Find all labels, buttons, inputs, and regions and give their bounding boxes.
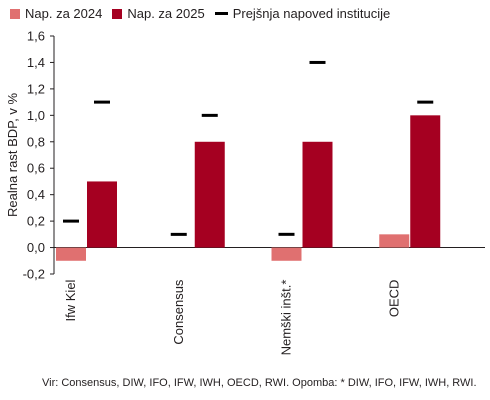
y-tick-label: 0,6 [27, 161, 45, 176]
y-tick-label: 0,8 [27, 134, 45, 149]
y-tick-label: 1,2 [27, 81, 45, 96]
legend-swatch-2025 [112, 8, 123, 19]
y-tick-label: 0,0 [27, 240, 45, 255]
y-tick-label: 1,6 [27, 29, 45, 44]
y-tick-label: 0,4 [27, 187, 45, 202]
legend-item-previous: Prejšnja napoved institucije [214, 6, 391, 21]
bar-2024 [379, 234, 410, 248]
y-tick-label: 0,2 [27, 214, 45, 229]
y-tick-label: -0,2 [23, 267, 45, 282]
category-label: OECD [386, 280, 401, 318]
bar-2024 [56, 247, 86, 261]
legend: Nap. za 2024 Nap. za 2025 Prejšnja napov… [10, 6, 400, 21]
y-tick-label: 1,0 [27, 108, 45, 123]
category-label: Consensus [171, 279, 186, 345]
legend-label-previous: Prejšnja napoved institucije [232, 6, 391, 21]
category-label: Nemški inšt.* [279, 280, 294, 356]
bar-2025 [302, 141, 333, 248]
bar-2025 [87, 181, 117, 248]
source-note: Vir: Consensus, DIW, IFO, IFW, IWH, OECD… [42, 377, 477, 389]
legend-marker-previous [214, 12, 228, 15]
legend-item-2024: Nap. za 2024 [10, 6, 102, 21]
legend-label-2025: Nap. za 2025 [127, 6, 205, 21]
y-tick-label: 1,4 [27, 55, 45, 70]
y-axis-title: Realna rast BDP, v % [5, 93, 20, 217]
legend-item-2025: Nap. za 2025 [112, 6, 205, 21]
category-label: Ifw Kiel [63, 279, 78, 321]
bar-2024 [271, 247, 302, 261]
legend-label-2024: Nap. za 2024 [25, 6, 103, 21]
legend-swatch-2024 [10, 8, 20, 19]
bar-2025 [410, 115, 441, 248]
bar-2025 [194, 141, 225, 248]
